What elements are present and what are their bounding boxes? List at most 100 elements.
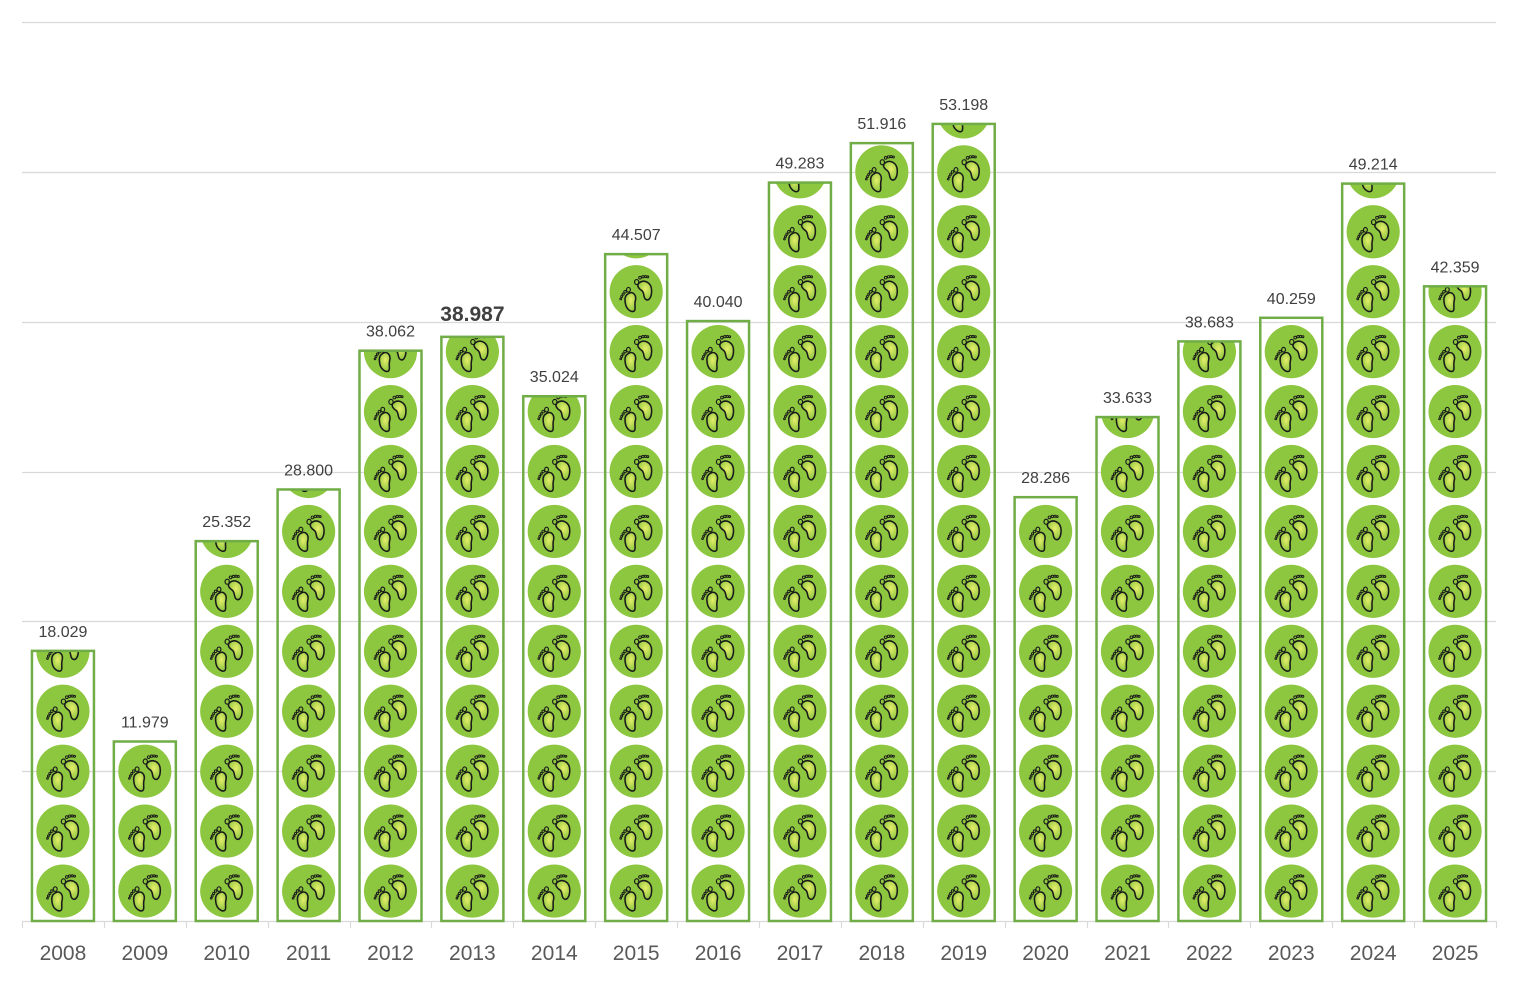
footprints-icon: [772, 564, 828, 619]
footprints-icon: [35, 683, 91, 739]
footprints-icon: [772, 863, 828, 919]
bar-2010: [194, 539, 259, 923]
footprints-icon: [1182, 743, 1237, 799]
footprints-icon: [1345, 564, 1401, 619]
footprints-icon: [363, 623, 418, 679]
footprints-icon: [608, 324, 664, 379]
footprints-icon: [772, 324, 828, 379]
footprints-icon: [1263, 743, 1319, 799]
data-label: 38.062: [366, 324, 415, 341]
category-label: 2010: [203, 942, 250, 965]
footprints-icon: [117, 743, 173, 799]
bar-2024: [1340, 182, 1406, 923]
footprints-icon: [199, 803, 255, 859]
footprints-icon: [1263, 803, 1319, 859]
bar-2009: [112, 740, 178, 923]
category-label: 2014: [531, 942, 578, 965]
footprints-icon: [35, 743, 91, 799]
footprints-icon: [281, 623, 336, 679]
bar-2014: [522, 394, 587, 923]
footprints-icon: [854, 803, 910, 859]
category-label: 2025: [1432, 942, 1479, 965]
footprints-icon: [445, 336, 500, 379]
bar-outline: [1177, 340, 1242, 923]
bar-2015: [603, 252, 669, 923]
bar-outline: [1095, 415, 1160, 923]
footprints-icon: [445, 863, 500, 919]
footprints-icon: [363, 384, 418, 439]
footprints-icon: [1018, 803, 1073, 859]
footprints-icon: [1018, 623, 1073, 679]
footprints-icon: [445, 623, 500, 679]
data-label: 25.352: [202, 514, 251, 531]
footprints-icon: [1182, 623, 1237, 679]
bar-2018: [849, 141, 915, 923]
bar-outline: [849, 141, 915, 923]
footprints-icon: [1018, 504, 1073, 559]
footprints-icon: [1182, 803, 1237, 859]
bar-2016: [685, 319, 751, 923]
footprints-icon: [608, 384, 664, 439]
footprints-icon: [608, 683, 664, 739]
footprints-icon: [1345, 204, 1401, 260]
bar-icons: [690, 324, 746, 919]
data-label: 18.029: [38, 624, 87, 641]
bar-2012: [358, 349, 423, 923]
bar-2025: [1422, 285, 1488, 923]
footprints-icon: [1182, 564, 1237, 619]
footprints-icon: [854, 863, 910, 919]
footprints-icon: [772, 264, 828, 320]
bar-icons: [1427, 286, 1483, 919]
footprints-icon: [363, 504, 418, 559]
category-label: 2019: [940, 942, 987, 965]
footprints-icon: [1100, 803, 1155, 859]
category-label: 2017: [777, 942, 824, 965]
footprints-icon: [936, 623, 992, 679]
footprints-icon: [1182, 444, 1237, 499]
footprints-icon: [1100, 683, 1155, 739]
footprints-icon: [1427, 803, 1483, 859]
data-label: 28.286: [1021, 470, 1070, 487]
category-label: 2015: [613, 942, 660, 965]
footprints-icon: [1182, 341, 1237, 379]
category-label: 2022: [1186, 942, 1233, 965]
footprints-icon: [199, 683, 255, 739]
category-label: 2024: [1350, 942, 1397, 965]
footprints-icon: [608, 803, 664, 859]
bar-icons: [1018, 497, 1073, 919]
footprints-icon: [854, 204, 910, 260]
footprints-icon: [690, 504, 746, 559]
category-labels: 2008 2009 2010 2011 2012 2013 2014 2015 2016 2017…: [40, 942, 1479, 965]
footprints-icon: [854, 144, 910, 200]
footprints-icon: [199, 863, 255, 919]
footprints-icon: [445, 683, 500, 739]
footprints-icon: [772, 384, 828, 439]
footprints-icon: [1345, 863, 1401, 919]
footprints-icon: [608, 564, 664, 619]
footprints-icon: [854, 743, 910, 799]
footprints-icon: [1182, 384, 1237, 439]
footprints-icon: [854, 683, 910, 739]
footprints-icon: [1100, 444, 1155, 499]
data-labels: 18.029 11.979 25.352 28.800 38.062 38.987 35.0…: [38, 97, 1479, 732]
footprints-icon: [526, 444, 582, 499]
category-label: 2023: [1268, 942, 1315, 965]
bar-icons: [1345, 183, 1401, 919]
footprints-icon: [690, 623, 746, 679]
data-label: 53.198: [939, 97, 988, 114]
footprints-icon: [363, 564, 418, 619]
footprints-icon: [854, 504, 910, 559]
bar-2019: [931, 122, 996, 923]
footprints-icon: [363, 743, 418, 799]
footprints-icon: [1263, 623, 1319, 679]
bar-outline: [603, 252, 669, 923]
footprints-icon: [1182, 504, 1237, 559]
bar-icons: [281, 489, 336, 919]
bar-2017: [767, 181, 833, 923]
footprints-icon: [1345, 384, 1401, 439]
footprints-icon: [854, 264, 910, 320]
bar-icons: [117, 743, 173, 919]
data-label: 49.214: [1349, 157, 1398, 174]
data-label: 28.800: [284, 462, 333, 479]
data-label: 40.040: [694, 294, 743, 311]
